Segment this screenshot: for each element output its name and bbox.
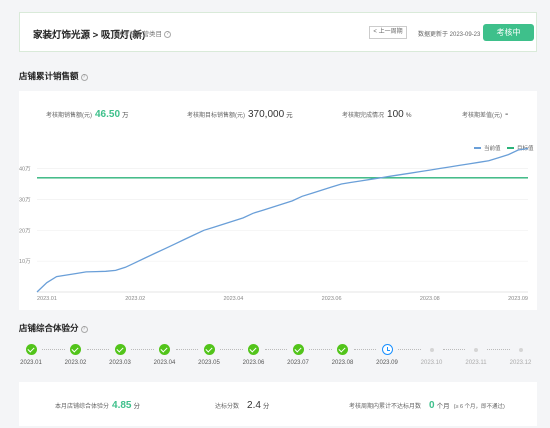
- timeline-month-label: 2023.07: [287, 360, 309, 366]
- timeline-connector: [131, 349, 154, 350]
- month-timeline: 2023.01 2023.02 2023.03 2023.04 2023.05 2023.…: [19, 335, 537, 375]
- check-icon: [292, 344, 304, 355]
- category-title: 家装灯饰光源 > 吸顶灯(新): [33, 30, 146, 41]
- check-icon: [337, 344, 348, 355]
- timeline-month-label: 2023.10: [420, 360, 443, 366]
- legend-swatch: [507, 147, 514, 149]
- timeline-connector: [442, 349, 465, 350]
- metric-pass-score: 达标分数 2.4 分: [215, 400, 270, 411]
- y-tick-label: 20万: [19, 227, 31, 234]
- category-header: 家装灯饰光源 > 吸顶灯(新) 考核主营类目? < 上一周期 数据更新于 202…: [19, 12, 537, 52]
- x-tick-label: 2023.01: [37, 296, 57, 302]
- check-icon: [248, 344, 259, 355]
- sales-metrics-card: 考核期销售额(元) 46.50 万 考核期目标销售额(元) 370,000 元 考核期完…: [19, 91, 537, 140]
- timeline-connector: [353, 349, 376, 350]
- timeline-month-label: 2023.09: [376, 360, 398, 366]
- timeline-connector: [264, 349, 287, 350]
- timeline-connector: [86, 349, 109, 350]
- score-card: 本月店铺综合体验分 4.85 分 达标分数 2.4 分 考核周期内累计不达标月数 0 个月(…: [19, 382, 537, 426]
- check-icon: [203, 344, 215, 355]
- timeline-connector: [175, 349, 198, 350]
- x-tick-label: 2023.09: [508, 296, 528, 302]
- check-icon: [25, 344, 37, 355]
- pending-dot: [429, 347, 434, 352]
- clock-icon: [381, 344, 393, 355]
- evaluating-button[interactable]: 考核中: [483, 24, 534, 41]
- y-tick-label: 30万: [19, 196, 31, 203]
- legend-swatch: [474, 147, 481, 149]
- timeline-month-label: 2023.08: [331, 360, 354, 366]
- update-time: 数据更新于 2023-09-23: [418, 32, 481, 38]
- check-icon: [114, 344, 126, 355]
- x-tick-label: 2023.04: [223, 296, 243, 302]
- pending-dot: [474, 347, 478, 352]
- timeline-month-label: 2023.04: [153, 360, 176, 366]
- metric-month-score: 本月店铺综合体验分 4.85 分: [55, 400, 140, 411]
- timeline-month-label: 2023.02: [64, 360, 87, 366]
- y-tick-label: 40万: [19, 166, 31, 173]
- scope-label: 考核主营类目?: [123, 28, 171, 38]
- timeline-connector: [487, 349, 510, 350]
- timeline-connector: [398, 349, 421, 350]
- pending-dot: [518, 347, 523, 352]
- timeline-connector: [42, 349, 65, 350]
- timeline-connector: [220, 349, 243, 350]
- help-icon[interactable]: ?: [164, 31, 171, 38]
- timeline-month-label: 2023.11: [465, 360, 487, 366]
- help-icon[interactable]: ?: [80, 326, 88, 333]
- timeline-month-label: 2023.01: [20, 360, 42, 366]
- x-tick-label: 2023.08: [420, 296, 440, 302]
- metric-diff: 考核期差值(元) -: [462, 109, 509, 120]
- check-icon: [159, 344, 170, 355]
- timeline-connector: [309, 349, 332, 350]
- series-line-current: [36, 147, 529, 293]
- y-tick-label: 10万: [19, 258, 31, 265]
- timeline-month-label: 2023.03: [109, 360, 131, 366]
- x-tick-label: 2023.02: [125, 296, 145, 302]
- timeline-month-label: 2023.05: [198, 360, 220, 366]
- timeline-month-label: 2023.06: [242, 360, 265, 366]
- x-tick-label: 2023.06: [322, 296, 342, 302]
- help-icon[interactable]: ?: [80, 74, 88, 81]
- timeline-month-label: 2023.12: [509, 360, 532, 366]
- check-icon: [70, 344, 81, 355]
- prev-period-button[interactable]: < 上一周期: [369, 26, 407, 39]
- metric-completion: 考核期完成情况 100%: [342, 109, 412, 120]
- score-section-title: 店铺综合体验分?: [19, 322, 88, 334]
- sales-section-title: 店铺累计销售额?: [19, 70, 88, 82]
- metric-target: 考核期目标销售额(元) 370,000 元: [187, 109, 293, 120]
- legend-current: 当前值: [474, 144, 501, 152]
- metric-sales: 考核期销售额(元) 46.50 万: [46, 109, 129, 120]
- metric-fail-months: 考核周期内累计不达标月数 0 个月 (≥ 6 个月，即不通过): [349, 400, 505, 411]
